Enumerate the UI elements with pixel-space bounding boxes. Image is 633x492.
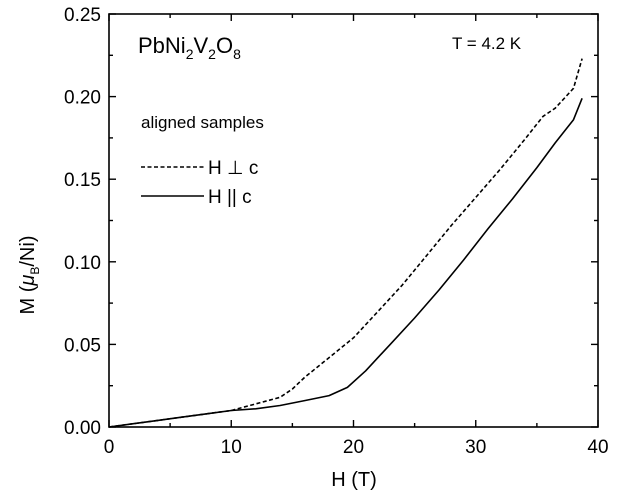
temperature-annotation: T = 4.2 K xyxy=(452,34,522,53)
plot-area: 0 10 20 30 40 0.00 0.05 0.10 0.15 0.20 0.25 xyxy=(64,5,609,458)
y-tick-label: 0.20 xyxy=(64,88,101,109)
x-tick-label: 40 xyxy=(587,437,608,458)
series-line-parallel xyxy=(108,98,583,428)
x-axis-title: H (T) xyxy=(331,469,377,491)
legend-label-perpendicular: H ⊥ c xyxy=(208,158,258,179)
y-tick-label: 0.15 xyxy=(64,170,101,191)
y-tick-label: 0.25 xyxy=(64,5,101,26)
x-tick-label: 0 xyxy=(104,437,115,458)
x-tick-label: 20 xyxy=(343,437,364,458)
x-tick-label: 30 xyxy=(465,437,486,458)
legend-label-parallel: H || c xyxy=(208,187,252,208)
compound-annotation: PbNi2V2O8 xyxy=(138,33,241,62)
y-tick-label: 0.10 xyxy=(64,253,101,274)
y-tick-label: 0.05 xyxy=(64,335,101,356)
svg-text:M (μB/Ni): M (μB/Ni) xyxy=(17,236,42,315)
y-tick-label: 0.00 xyxy=(64,418,101,439)
legend: H ⊥ c H || c xyxy=(141,158,258,208)
y-axis-title: M (μB/Ni) xyxy=(17,236,42,315)
legend-heading: aligned samples xyxy=(141,113,264,132)
x-tick-label: 10 xyxy=(221,437,242,458)
plot-frame xyxy=(108,13,599,428)
series-line-perpendicular xyxy=(108,58,583,428)
